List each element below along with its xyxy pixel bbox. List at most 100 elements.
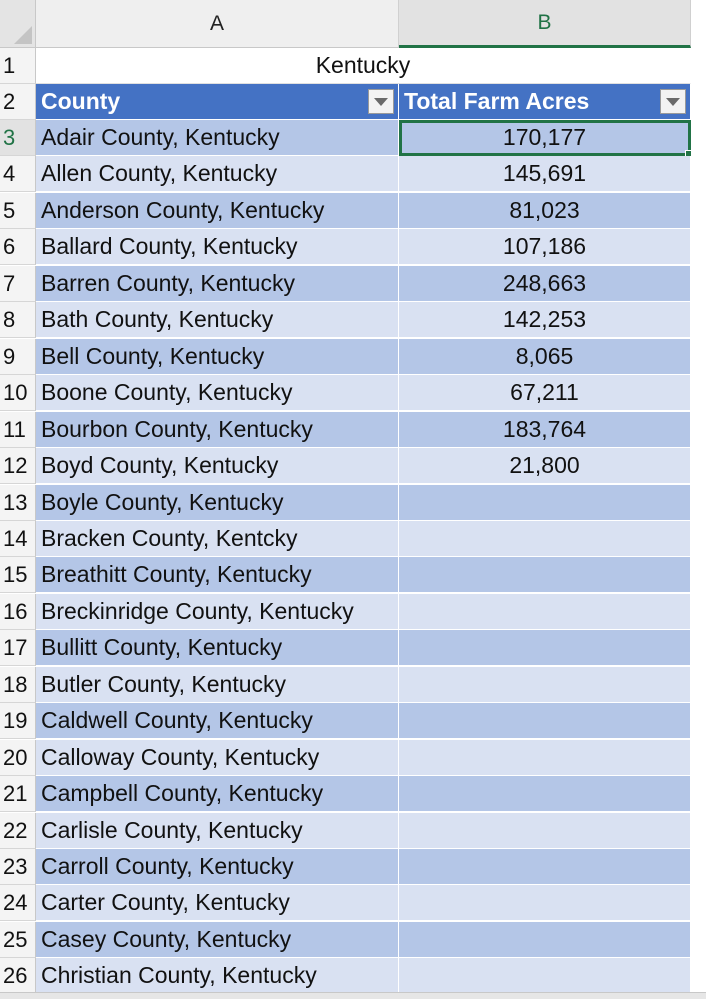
- acres-cell[interactable]: 248,663: [399, 266, 691, 302]
- acres-cell[interactable]: 8,065: [399, 339, 691, 375]
- select-all-corner[interactable]: [0, 0, 36, 48]
- active-acres-cell[interactable]: 170,177: [399, 120, 694, 159]
- county-cell[interactable]: Calloway County, Kentucky: [36, 740, 399, 776]
- row-number[interactable]: 18: [0, 667, 36, 703]
- county-cell[interactable]: Bourbon County, Kentucky: [36, 412, 399, 448]
- row-number[interactable]: 4: [0, 156, 36, 192]
- acres-value: 81,023: [509, 197, 580, 223]
- table-row: 9 Bell County, Kentucky 8,065: [0, 339, 706, 375]
- acres-value: 107,186: [502, 233, 587, 259]
- row-number[interactable]: 13: [0, 485, 36, 521]
- county-filter-button[interactable]: [368, 89, 394, 114]
- row-number[interactable]: 19: [0, 703, 36, 739]
- acres-cell[interactable]: 67,211: [399, 375, 691, 411]
- county-cell[interactable]: Allen County, Kentucky: [36, 156, 399, 192]
- acres-cell[interactable]: 183,764: [399, 412, 691, 448]
- table-row: 21 Campbell County, Kentucky: [0, 776, 706, 812]
- row-number[interactable]: 1: [0, 48, 36, 84]
- header-cell-county[interactable]: County: [36, 84, 399, 120]
- table-row: 17 Bullitt County, Kentucky: [0, 630, 706, 666]
- table-row: 3 Adair County, Kentucky 170,177: [0, 120, 706, 159]
- row-number[interactable]: 21: [0, 776, 36, 812]
- column-header-a[interactable]: A: [36, 0, 399, 48]
- row-number[interactable]: 5: [0, 193, 36, 229]
- acres-cell[interactable]: [399, 849, 691, 885]
- row-number[interactable]: 7: [0, 266, 36, 302]
- row-number[interactable]: 25: [0, 922, 36, 958]
- acres-cell[interactable]: [399, 776, 691, 812]
- acres-cell[interactable]: [399, 885, 691, 921]
- row-number[interactable]: 8: [0, 302, 36, 338]
- header-label-total-farm-acres: Total Farm Acres: [404, 88, 590, 114]
- row-number[interactable]: 10: [0, 375, 36, 411]
- acres-cell[interactable]: [399, 630, 691, 666]
- acres-cell[interactable]: [399, 557, 691, 593]
- county-cell[interactable]: Breckinridge County, Kentucky: [36, 594, 399, 630]
- row-number[interactable]: 17: [0, 630, 36, 666]
- acres-cell[interactable]: 107,186: [399, 229, 691, 265]
- acres-cell[interactable]: [399, 594, 691, 630]
- table-row: 19 Caldwell County, Kentucky: [0, 703, 706, 739]
- county-cell[interactable]: Anderson County, Kentucky: [36, 193, 399, 229]
- table-row: 4 Allen County, Kentucky 145,691: [0, 156, 706, 192]
- county-cell[interactable]: Boyd County, Kentucky: [36, 448, 399, 484]
- acres-cell[interactable]: 142,253: [399, 302, 691, 338]
- row-number[interactable]: 12: [0, 448, 36, 484]
- row-number[interactable]: 3: [0, 120, 36, 156]
- column-header-b[interactable]: B: [399, 0, 691, 48]
- acres-cell[interactable]: 145,691: [399, 156, 691, 192]
- county-cell[interactable]: Bath County, Kentucky: [36, 302, 399, 338]
- row-number[interactable]: 26: [0, 958, 36, 994]
- acres-cell[interactable]: [399, 667, 691, 703]
- row-number[interactable]: 15: [0, 557, 36, 593]
- county-cell[interactable]: Boone County, Kentucky: [36, 375, 399, 411]
- county-cell[interactable]: Carter County, Kentucky: [36, 885, 399, 921]
- acres-cell[interactable]: [399, 740, 691, 776]
- row-number[interactable]: 24: [0, 885, 36, 921]
- county-cell[interactable]: Bracken County, Kentcky: [36, 521, 399, 557]
- table-row: 14 Bracken County, Kentcky: [0, 521, 706, 557]
- acres-cell[interactable]: 81,023: [399, 193, 691, 229]
- header-label-county: County: [41, 88, 121, 114]
- county-cell[interactable]: Ballard County, Kentucky: [36, 229, 399, 265]
- county-cell[interactable]: Carlisle County, Kentucky: [36, 813, 399, 849]
- county-cell[interactable]: Butler County, Kentucky: [36, 667, 399, 703]
- sheet-row-1: 1 Kentucky: [0, 48, 706, 84]
- county-cell[interactable]: Breathitt County, Kentucky: [36, 557, 399, 593]
- table-row: 24 Carter County, Kentucky: [0, 885, 706, 921]
- county-cell[interactable]: Caldwell County, Kentucky: [36, 703, 399, 739]
- county-cell[interactable]: Campbell County, Kentucky: [36, 776, 399, 812]
- row-number[interactable]: 2: [0, 84, 36, 120]
- row-number[interactable]: 20: [0, 740, 36, 776]
- acres-cell[interactable]: [399, 813, 691, 849]
- county-cell[interactable]: Christian County, Kentucky: [36, 958, 399, 994]
- acres-cell[interactable]: [399, 521, 691, 557]
- row-number[interactable]: 16: [0, 594, 36, 630]
- row-number[interactable]: 23: [0, 849, 36, 885]
- acres-value: 183,764: [502, 416, 587, 442]
- header-cell-total-farm-acres[interactable]: Total Farm Acres: [399, 84, 691, 120]
- county-cell[interactable]: Casey County, Kentucky: [36, 922, 399, 958]
- row-number[interactable]: 22: [0, 813, 36, 849]
- acres-value: 67,211: [510, 379, 579, 405]
- row-number[interactable]: 14: [0, 521, 36, 557]
- acres-value: 21,800: [509, 452, 580, 478]
- county-cell[interactable]: Bell County, Kentucky: [36, 339, 399, 375]
- row-number[interactable]: 9: [0, 339, 36, 375]
- county-cell[interactable]: Bullitt County, Kentucky: [36, 630, 399, 666]
- acres-cell[interactable]: 21,800: [399, 448, 691, 484]
- acres-cell[interactable]: [399, 703, 691, 739]
- county-cell[interactable]: Carroll County, Kentucky: [36, 849, 399, 885]
- row-number[interactable]: 6: [0, 229, 36, 265]
- county-cell[interactable]: Barren County, Kentucky: [36, 266, 399, 302]
- acres-value: 8,065: [515, 343, 574, 369]
- acres-cell[interactable]: [399, 922, 691, 958]
- row-number[interactable]: 11: [0, 412, 36, 448]
- title-cell[interactable]: Kentucky: [36, 48, 691, 84]
- county-cell[interactable]: Boyle County, Kentucky: [36, 485, 399, 521]
- acres-filter-button[interactable]: [660, 89, 686, 114]
- acres-cell[interactable]: [399, 485, 691, 521]
- acres-cell[interactable]: [399, 958, 691, 994]
- county-cell[interactable]: Adair County, Kentucky: [36, 120, 399, 156]
